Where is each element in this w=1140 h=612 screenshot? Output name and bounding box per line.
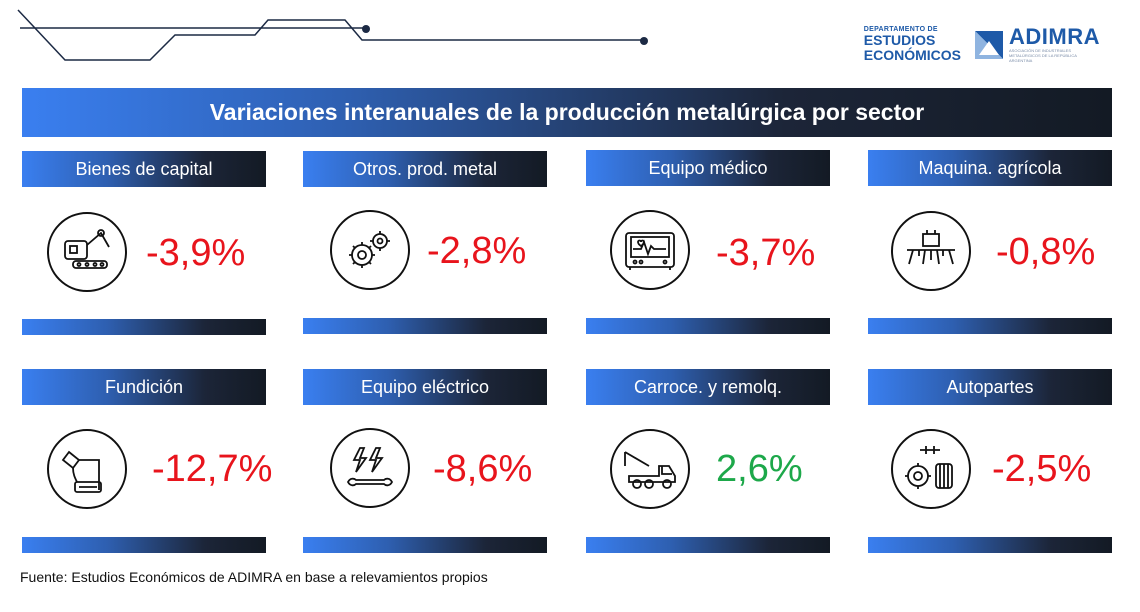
tow-truck-icon bbox=[610, 429, 690, 509]
robot-arm-icon bbox=[47, 212, 127, 292]
dept-small-text: DEPARTAMENTO DE bbox=[863, 26, 938, 33]
adimra-logo: ADIMRA ASOCIACIÓN DE INDUSTRIALES METALÚ… bbox=[975, 26, 1100, 63]
dept-line2: ECONÓMICOS bbox=[863, 47, 961, 63]
dept-logo: DEPARTAMENTO DE ESTUDIOS ECONÓMICOS bbox=[864, 26, 961, 63]
sector-card-fundicion: Fundición -12,7% bbox=[22, 369, 272, 554]
sector-label: Fundición bbox=[22, 369, 266, 405]
auto-parts-icon bbox=[891, 429, 971, 509]
sector-value: -3,9% bbox=[146, 232, 246, 274]
sector-label: Maquina. agrícola bbox=[868, 150, 1112, 186]
sector-value: -12,7% bbox=[152, 448, 273, 490]
sector-card-otros-prod-metal: Otros. prod. metal -2,8% bbox=[303, 151, 547, 336]
sector-card-equipo-medico: Equipo médico -3,7% bbox=[586, 150, 830, 335]
sector-value: -2,8% bbox=[427, 230, 527, 272]
page-title: Variaciones interanuales de la producció… bbox=[22, 88, 1112, 137]
adimra-logo-icon bbox=[975, 30, 1003, 59]
sector-value: -2,5% bbox=[992, 448, 1092, 490]
card-footer-bar bbox=[868, 537, 1112, 553]
sector-card-autopartes: Autopartes -2,5% bbox=[868, 369, 1112, 554]
gears-icon bbox=[330, 210, 410, 290]
sector-value: 2,6% bbox=[716, 448, 803, 490]
sector-label: Equipo eléctrico bbox=[303, 369, 547, 405]
heart-monitor-icon bbox=[610, 210, 690, 290]
card-footer-bar bbox=[303, 537, 547, 553]
card-footer-bar bbox=[22, 537, 266, 553]
card-footer-bar bbox=[303, 318, 547, 334]
card-footer-bar bbox=[586, 537, 830, 553]
sector-value: -8,6% bbox=[433, 448, 533, 490]
circuit-lines-decoration bbox=[17, 9, 648, 61]
dept-line1: ESTUDIOS bbox=[863, 32, 936, 48]
sector-card-equipo-electrico: Equipo eléctrico -8,6% bbox=[303, 369, 547, 554]
sector-value: -0,8% bbox=[996, 231, 1096, 273]
sector-card-carroce-remolq: Carroce. y remolq. 2,6% bbox=[586, 369, 830, 554]
header-logos: DEPARTAMENTO DE ESTUDIOS ECONÓMICOS ADIM… bbox=[864, 26, 1100, 64]
electric-wrench-icon bbox=[330, 428, 410, 508]
sector-label: Equipo médico bbox=[586, 150, 830, 186]
sector-label: Otros. prod. metal bbox=[303, 151, 547, 187]
foundry-crucible-icon bbox=[47, 429, 127, 509]
source-note: Fuente: Estudios Económicos de ADIMRA en… bbox=[20, 569, 488, 585]
sector-label: Carroce. y remolq. bbox=[586, 369, 830, 405]
card-footer-bar bbox=[586, 318, 830, 334]
sector-label: Bienes de capital bbox=[22, 151, 266, 187]
sector-value: -3,7% bbox=[716, 232, 816, 274]
card-footer-bar bbox=[868, 318, 1112, 334]
sector-card-bienes-capital: Bienes de capital -3,9% bbox=[22, 151, 266, 336]
sector-label: Autopartes bbox=[868, 369, 1112, 405]
card-footer-bar bbox=[22, 319, 266, 335]
sector-card-maquina-agricola: Maquina. agrícola -0,8% bbox=[868, 150, 1112, 335]
adimra-wordmark: ADIMRA bbox=[1009, 24, 1100, 49]
adimra-subtitle: ASOCIACIÓN DE INDUSTRIALES METALÚRGICOS … bbox=[1009, 48, 1077, 63]
seeder-icon bbox=[891, 211, 971, 291]
